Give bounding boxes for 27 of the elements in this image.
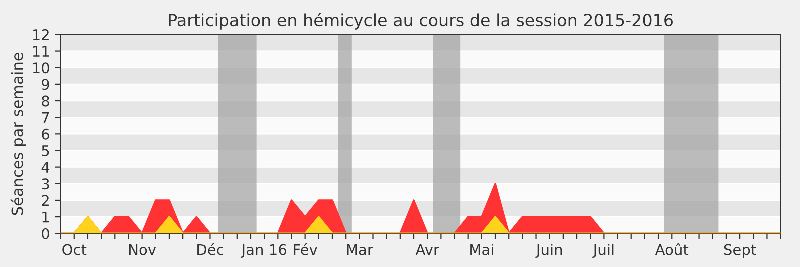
x-tick-label: Juil	[592, 244, 614, 258]
y-tick-label: 8	[42, 96, 50, 107]
x-tick-label: Août	[655, 243, 689, 256]
x-tick-label: Avr	[416, 244, 440, 256]
x-tick-label: Juin	[536, 244, 562, 258]
y-tick-label: 3	[42, 178, 50, 190]
x-tick-label: Sept	[724, 244, 756, 258]
y-tick-label: 7	[42, 112, 50, 124]
x-tick-label: Mai	[470, 244, 494, 256]
y-tick-label: 11	[33, 46, 50, 57]
chart-title: Participation en hémicycle au cours de la session 2015-2016	[169, 13, 673, 30]
x-tick-label: Déc	[198, 243, 224, 256]
x-tick-label: Oct	[62, 244, 87, 256]
y-tick-label: 5	[42, 146, 50, 156]
y-tick-label: 4	[42, 162, 50, 173]
y-tick-label: 6	[42, 128, 50, 140]
x-tick-label: Jan 16	[240, 244, 286, 258]
x-tick-label: Fév	[294, 243, 318, 256]
y-tick-label: 12	[33, 29, 49, 40]
y-tick-label: 2	[42, 195, 49, 206]
x-tick-label: Mar	[347, 244, 374, 256]
y-tick-label: 9	[42, 79, 50, 90]
y-tick-label: 0	[42, 228, 50, 240]
y-tick-label: 1	[42, 212, 50, 223]
y-tick-label: 10	[33, 62, 50, 74]
x-tick-label: Nov	[130, 244, 156, 256]
y-axis-title: Séances par semaine	[10, 53, 26, 216]
